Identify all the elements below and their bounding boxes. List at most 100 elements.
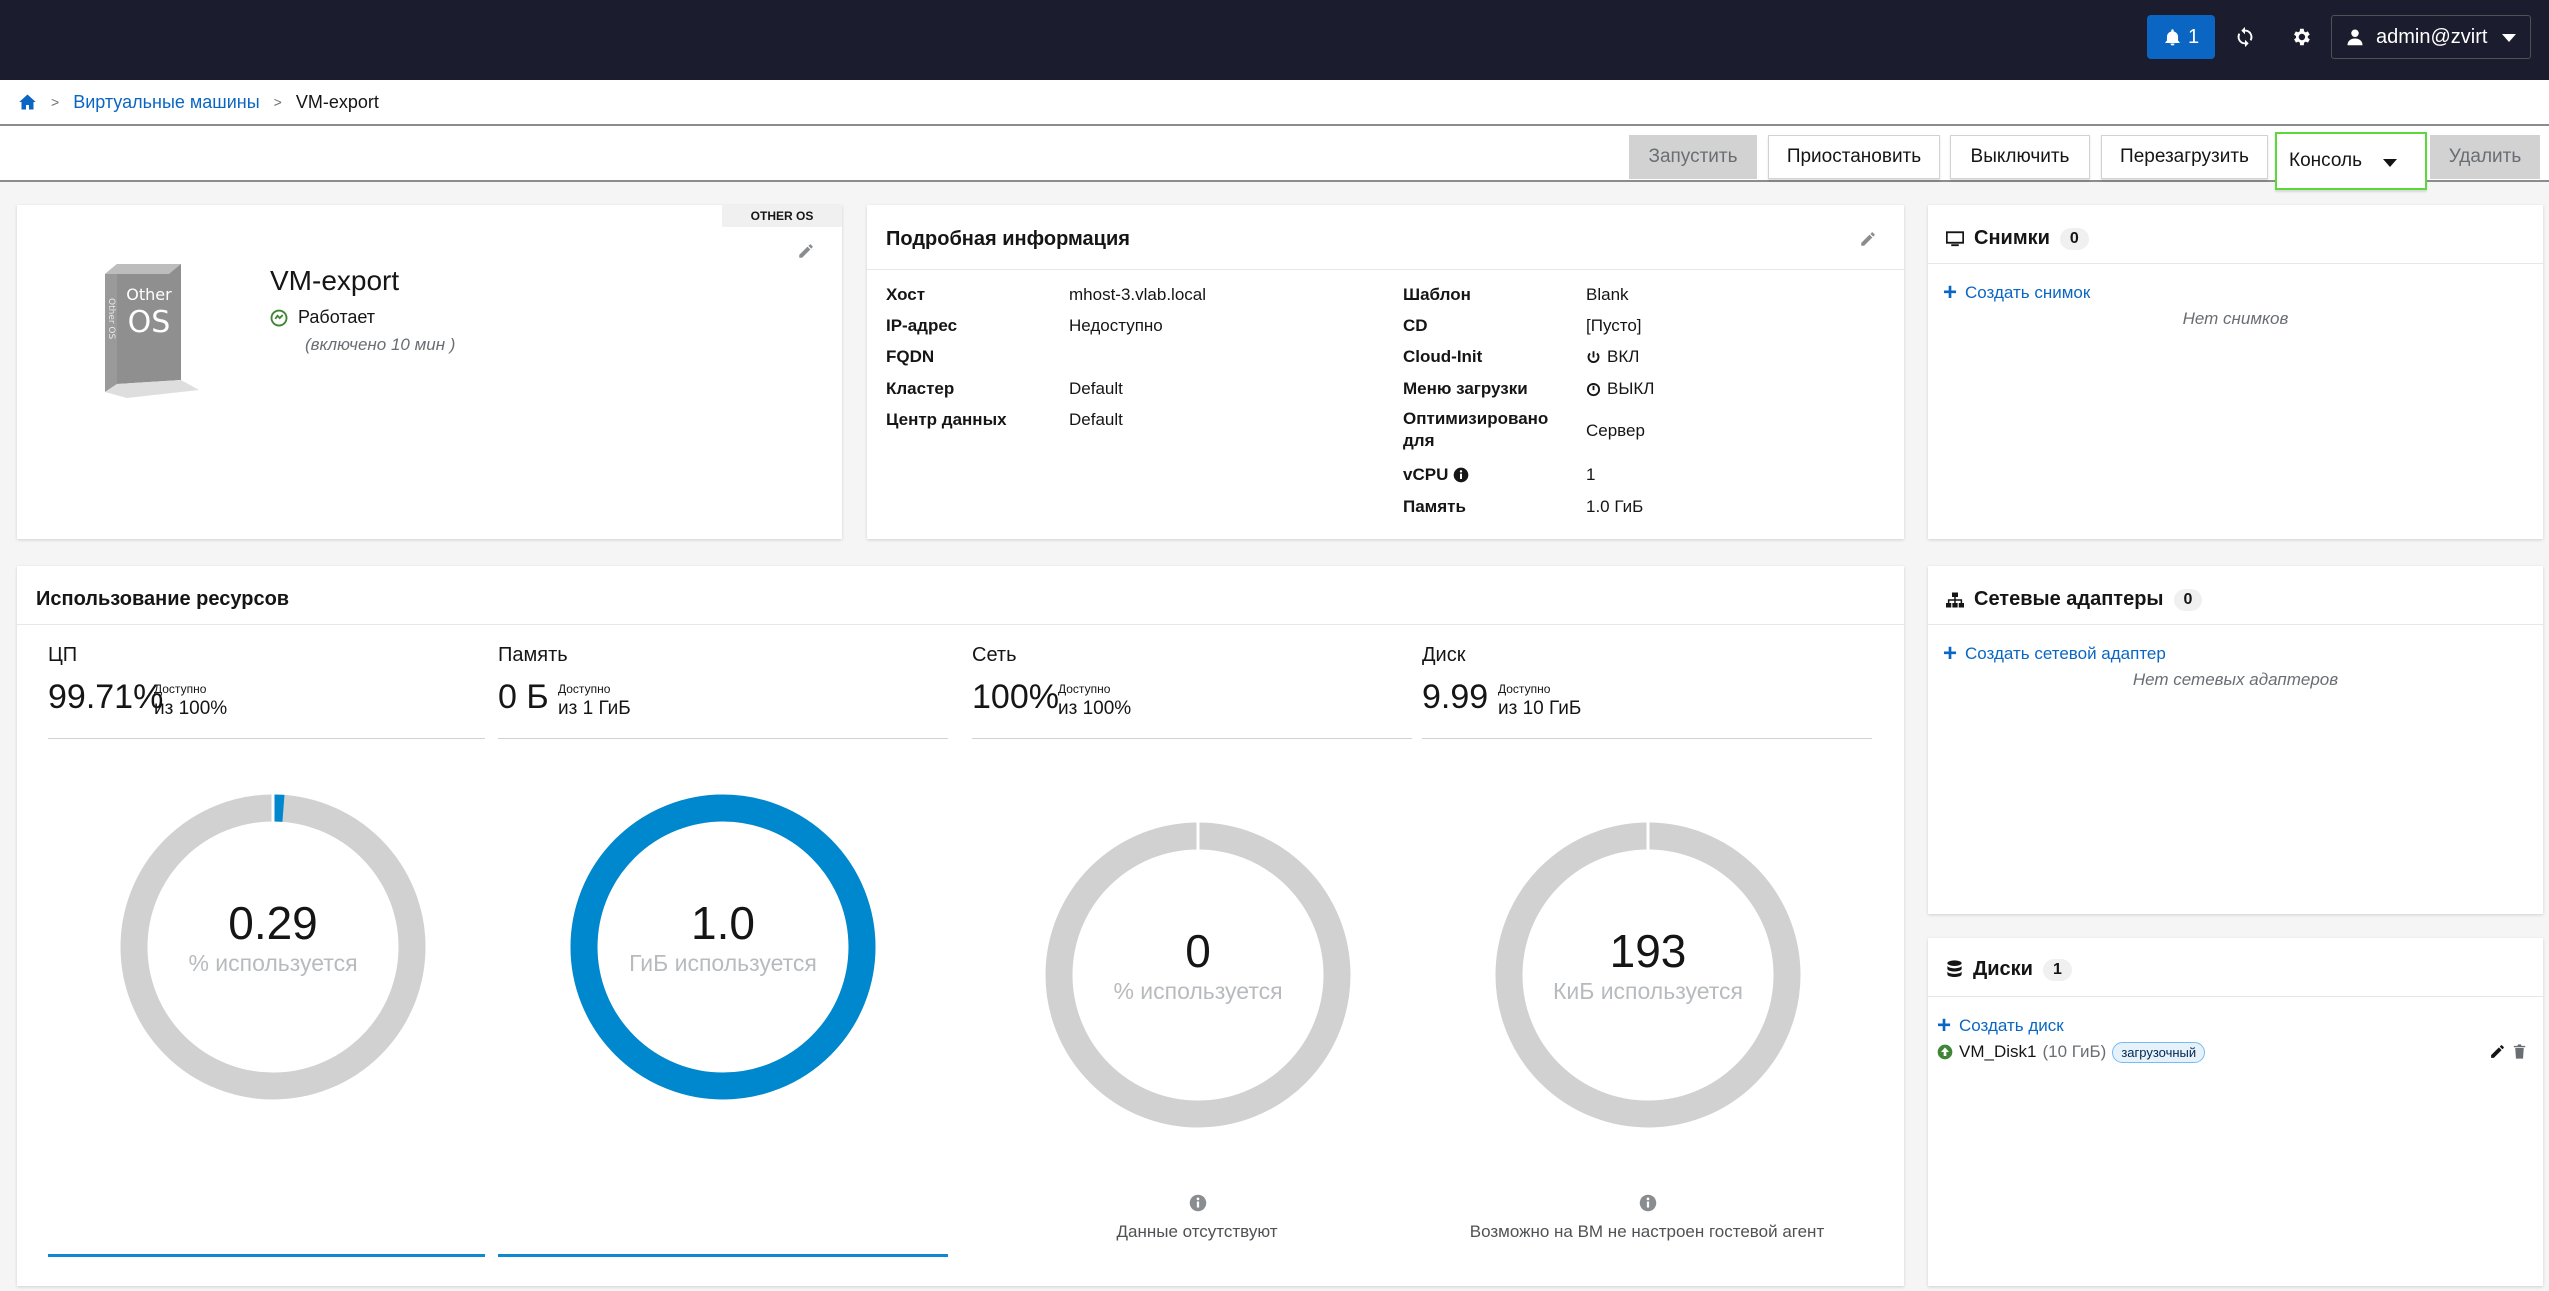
memory-donut-used-arc: [570, 794, 876, 1100]
svg-text:Other OS: Other OS: [106, 298, 116, 339]
memory-available-value: 0 Б: [498, 678, 549, 716]
network-icon: [1946, 592, 1964, 607]
power-off-icon: [1586, 382, 1601, 396]
detail-value: 1.0 ГиБ: [1586, 497, 1644, 516]
console-label: Консоль: [2289, 150, 2362, 171]
disk-label: Диск: [1422, 644, 1466, 666]
suspend-button[interactable]: Приостановить: [1768, 135, 1940, 179]
database-icon: [1947, 960, 1962, 978]
refresh-button[interactable]: [2225, 15, 2265, 59]
shutdown-button[interactable]: Выключить: [1950, 135, 2090, 179]
detail-value: 1: [1586, 465, 1596, 484]
memory-used-unit: ГиБ используется: [629, 950, 817, 976]
action-toolbar: Запустить Приостановить Выключить Переза…: [0, 124, 2549, 190]
reboot-button[interactable]: Перезагрузить: [2101, 135, 2268, 179]
disk-list-item[interactable]: VM_Disk1 (10 ГиБ) загрузочный: [1937, 1040, 2532, 1064]
os-tag: OTHER OS: [722, 205, 842, 227]
detail-value: Blank: [1586, 285, 1629, 304]
network-adapters-card: Сетевые адаптеры 0 + Создать сетевой ада…: [1928, 566, 2543, 914]
create-disk-link[interactable]: + Создать диск: [1937, 1012, 2064, 1039]
chevron-down-icon: [2502, 34, 2516, 42]
vm-name: VM-export: [270, 265, 400, 296]
disk-name: VM_Disk1: [1959, 1042, 2037, 1061]
detail-key: Кластер: [886, 379, 955, 398]
plus-icon: +: [1943, 279, 1958, 306]
detail-key: Оптимизировано для: [1403, 409, 1549, 450]
divider: [1422, 738, 1872, 739]
cpu-used-value: 0.29: [228, 897, 318, 949]
notifications-button[interactable]: 1: [2147, 15, 2215, 59]
vm-details-card: Подробная информация Хост mhost-3.vlab.l…: [867, 205, 1904, 539]
remove-button[interactable]: Удалить: [2430, 135, 2540, 179]
plus-icon: +: [1937, 1012, 1952, 1039]
network-total: из 100%: [1058, 698, 1132, 719]
available-label: Доступно: [154, 682, 207, 696]
snapshots-empty: Нет снимков: [2182, 309, 2289, 328]
plus-icon: +: [1943, 640, 1958, 667]
divider: [48, 738, 485, 739]
nics-count: 0: [2173, 588, 2203, 611]
detail-key: Память: [1403, 497, 1466, 516]
cpu-used-unit: % используется: [188, 950, 358, 976]
disk-used-unit: КиБ используется: [1552, 978, 1743, 1004]
divider: [17, 624, 1904, 625]
chevron-down-icon: [2383, 159, 2397, 167]
user-menu[interactable]: admin@zvirt: [2331, 15, 2531, 59]
delete-disk-button[interactable]: [2511, 1043, 2528, 1065]
vm-status: Работает: [270, 307, 375, 328]
available-label: Доступно: [558, 682, 611, 696]
cpu-total: из 100%: [154, 698, 228, 719]
info-icon[interactable]: [1639, 1194, 1657, 1217]
edit-disk-button[interactable]: [2489, 1043, 2506, 1065]
settings-button[interactable]: [2281, 15, 2321, 59]
divider: [972, 738, 1412, 739]
disk-size: (10 ГиБ): [2042, 1042, 2107, 1061]
edit-vm-button[interactable]: [797, 242, 815, 265]
info-icon[interactable]: [1189, 1194, 1207, 1217]
pencil-icon: [799, 244, 813, 258]
notifications-count: 1: [2187, 25, 2200, 48]
disk-available-value: 9.99: [1422, 678, 1489, 716]
breadcrumb-current: VM-export: [295, 91, 379, 112]
detail-key: Cloud-Init: [1403, 347, 1483, 366]
bell-icon: [2165, 28, 2180, 45]
available-label: Доступно: [1058, 682, 1111, 696]
detail-value: Default: [1069, 410, 1123, 429]
details-title: Подробная информация: [886, 228, 1130, 250]
memory-total: из 1 ГиБ: [558, 698, 631, 719]
divider: [1928, 263, 2543, 264]
network-donut-chart: [1045, 822, 1351, 1128]
detail-key: FQDN: [886, 347, 935, 366]
vm-status-label: Работает: [298, 307, 376, 327]
cpu-usage: ЦП 99.71% Доступно из 100% 0.29 % исполь…: [48, 644, 488, 1284]
vm-uptime: (включено 10 мин ): [305, 335, 456, 354]
disk-up-icon: [1937, 1044, 1953, 1060]
detail-value: Недоступно: [1069, 316, 1163, 335]
breadcrumb: > Виртуальные машины > VM-export: [0, 80, 2549, 124]
detail-value: [Пусто]: [1586, 316, 1642, 335]
divider: [867, 269, 1904, 270]
detail-value: Сервер: [1586, 421, 1645, 440]
network-used-value: 0: [1185, 925, 1211, 977]
cpu-donut-label: 0.29 % используется: [120, 896, 426, 977]
edit-details-button[interactable]: [1859, 230, 1877, 253]
breadcrumb-vms-link[interactable]: Виртуальные машины: [73, 91, 260, 112]
running-status-icon: [270, 309, 288, 326]
detail-key-vcpu: vCPU: [1403, 465, 1573, 485]
disk-total: из 10 ГиБ: [1498, 698, 1582, 719]
refresh-icon: [2237, 26, 2253, 48]
cpu-donut-chart: [120, 794, 426, 1100]
pencil-icon: [2491, 1045, 2504, 1058]
home-icon[interactable]: [18, 93, 37, 111]
network-donut-label: 0 % используется: [1045, 924, 1351, 1005]
detail-key: Центр данных: [886, 410, 1007, 429]
disk-donut-chart: [1495, 822, 1801, 1128]
create-snapshot-link[interactable]: + Создать снимок: [1943, 279, 2091, 306]
user-name: admin@zvirt: [2376, 25, 2488, 48]
start-button[interactable]: Запустить: [1629, 135, 1757, 179]
console-button[interactable]: Консоль: [2275, 132, 2427, 190]
info-icon[interactable]: [1453, 467, 1469, 483]
chevron-right-icon: >: [51, 94, 60, 110]
memory-trend-line: [498, 1254, 948, 1257]
create-nic-link[interactable]: + Создать сетевой адаптер: [1943, 640, 2166, 667]
